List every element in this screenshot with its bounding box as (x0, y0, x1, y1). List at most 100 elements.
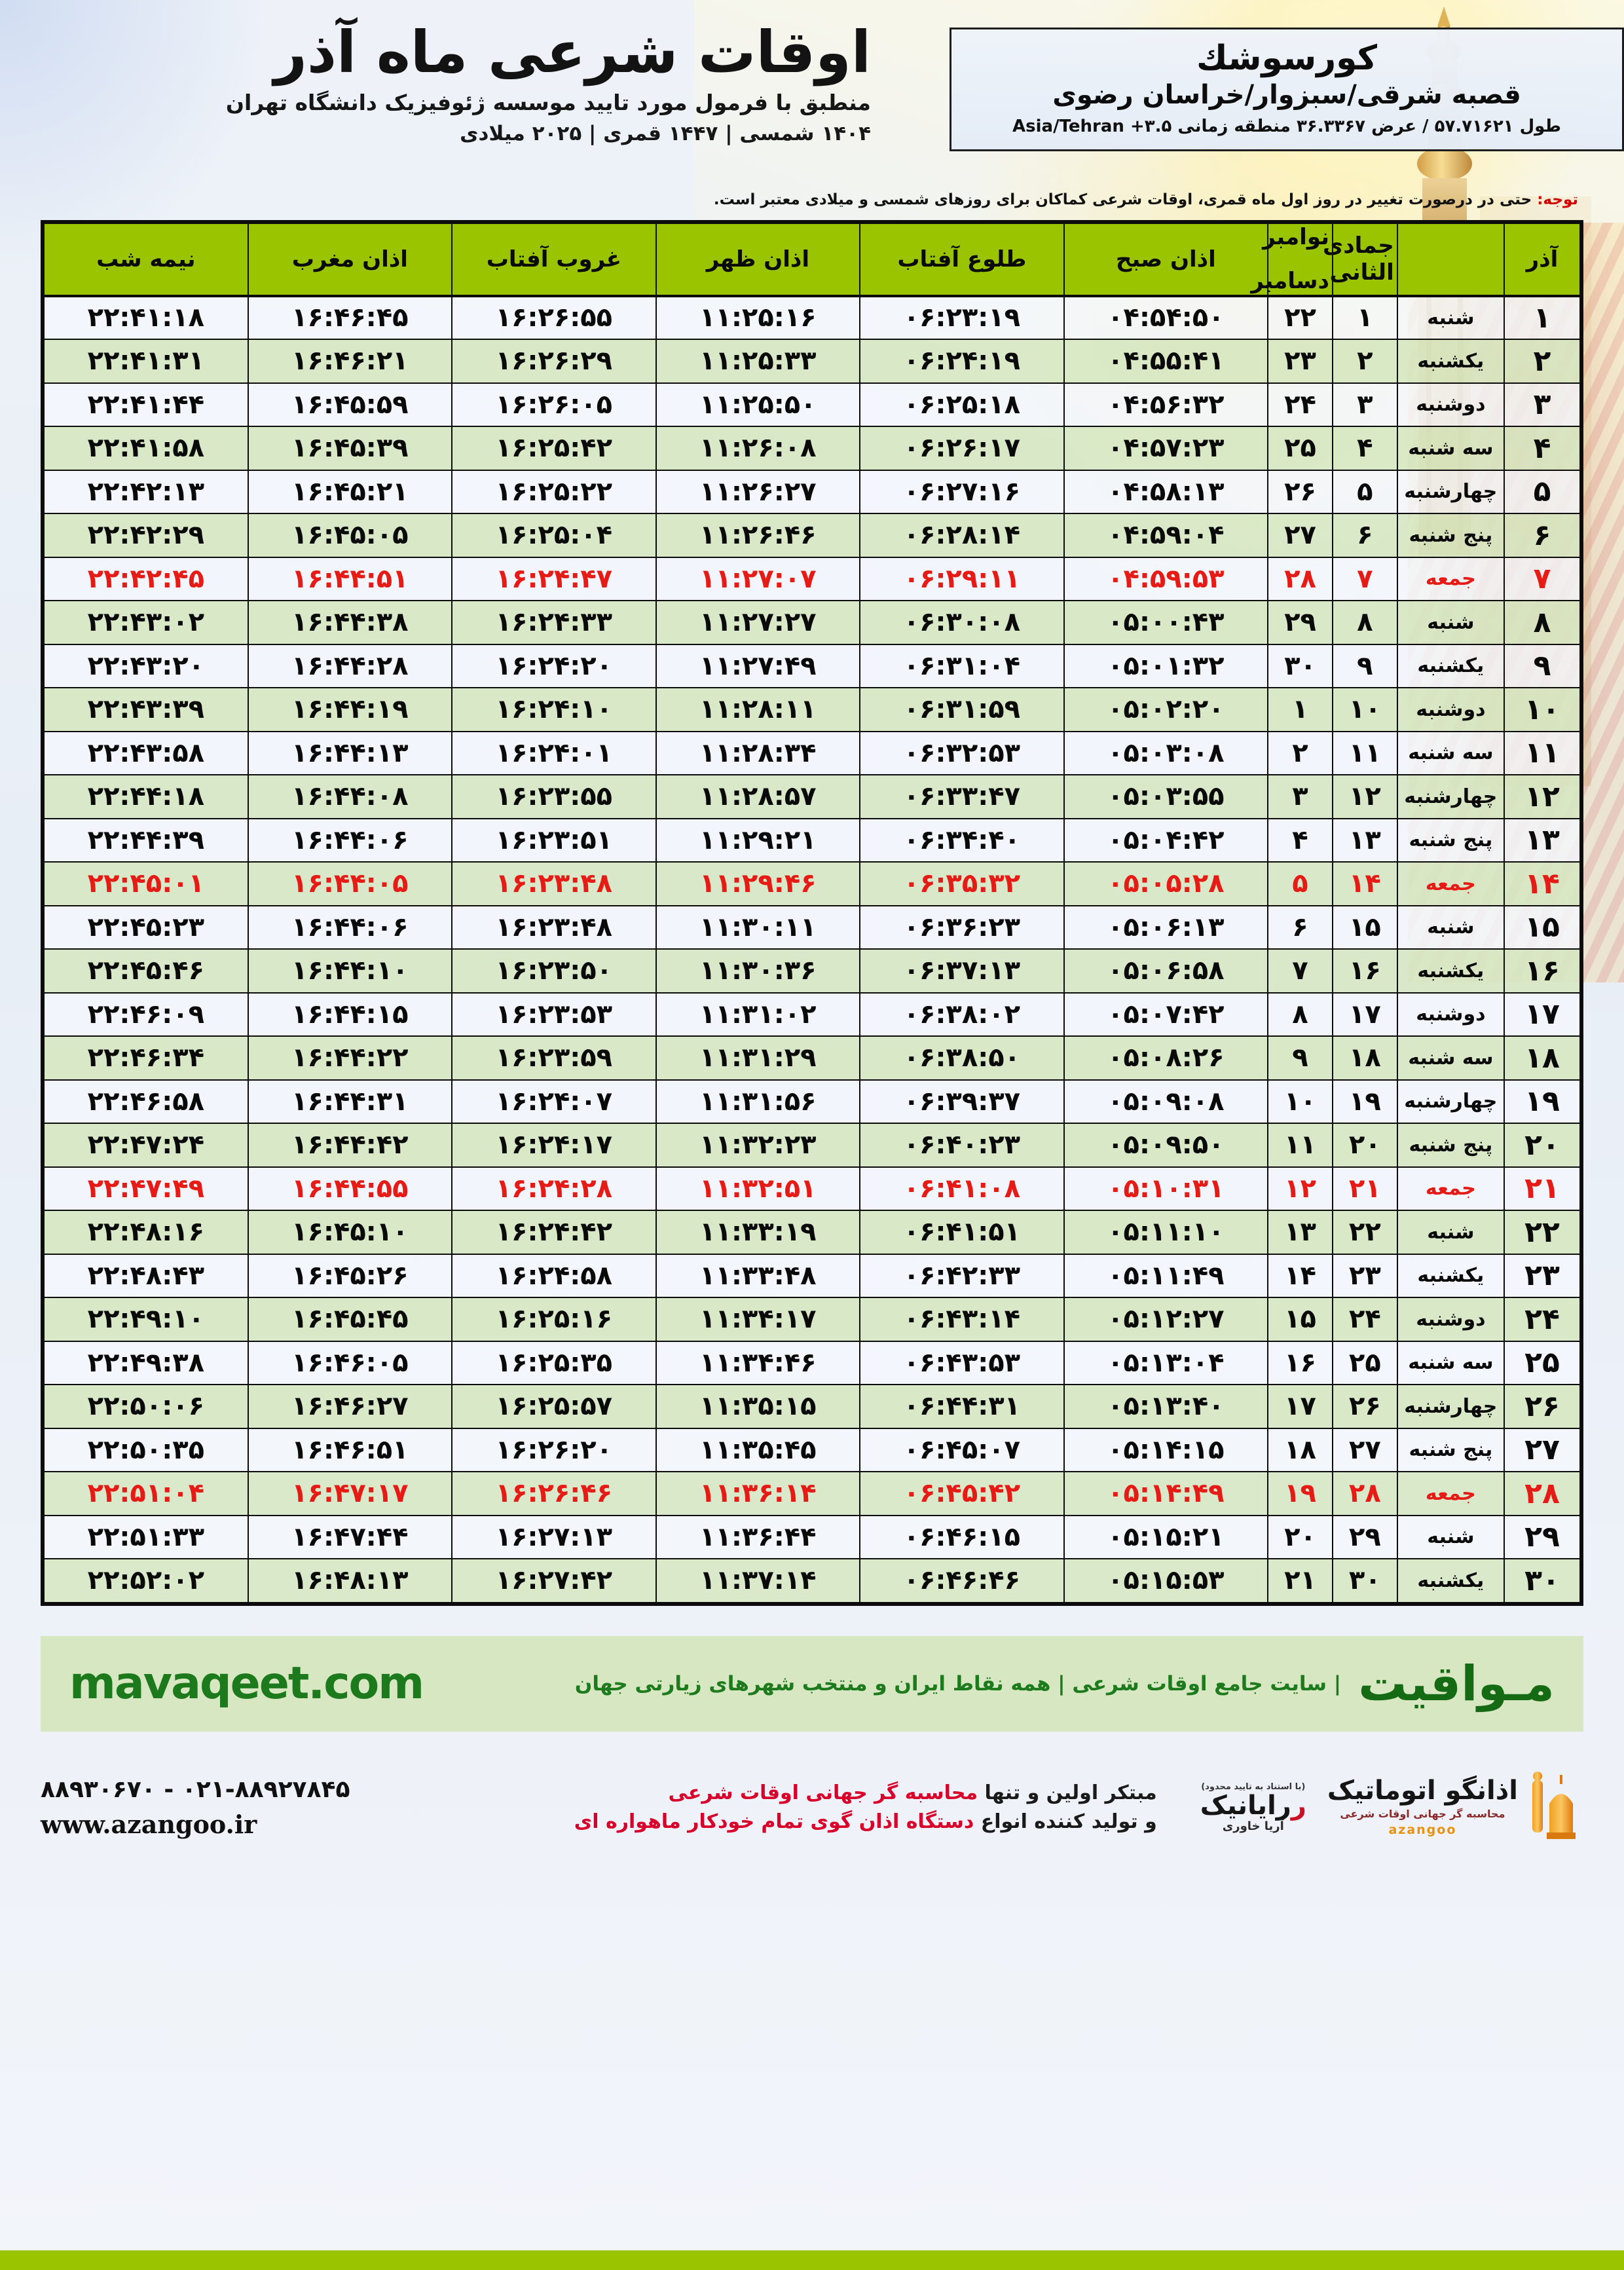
page-title: اوقات شرعی ماه آذر (274, 18, 872, 86)
promo-line-1-highlight: محاسبه گر جهانی اوقات شرعی (668, 1781, 978, 1805)
cell-dhuhr: ۱۱:۲۶:۰۸ (655, 426, 861, 471)
table-row: ۲۵ سه شنبه ۲۵ ۱۶ ۰۵:۱۳:۰۴ ۰۶:۴۳:۵۳ ۱۱:۳۴:۴۶ ۱۶:… (43, 1340, 1581, 1386)
table-row: ۱۷ دوشنبه ۱۷ ۸ ۰۵:۰۷:۴۲ ۰۶:۳۸:۰۲ ۱۱:۳۱:۰۲ ۱۶:۲۳… (43, 992, 1581, 1037)
table-row: ۸ شنبه ۸ ۲۹ ۰۵:۰۰:۴۳ ۰۶:۳۰:۰۸ ۱۱:۲۷:۲۷ ۱۶:۲۴:۳۳… (43, 600, 1581, 645)
cell-dhuhr: ۱۱:۳۲:۵۱ (655, 1166, 861, 1212)
azangoo-subtitle: محاسبه گر جهانی اوقات شرعی (1340, 1808, 1505, 1821)
mavaqeet-url[interactable]: mavaqeet.com (69, 1658, 424, 1710)
cell-greg: ۷ (1267, 948, 1333, 994)
cell-sunrise: ۰۶:۳۲:۵۳ (859, 730, 1065, 776)
table-row: ۲ یکشنبه ۲ ۲۳ ۰۴:۵۵:۴۱ ۰۶:۲۴:۱۹ ۱۱:۲۵:۳۳ ۱۶:۲۶:… (43, 339, 1581, 384)
cell-sunrise: ۰۶:۳۸:۰۲ (859, 992, 1065, 1037)
cell-sunrise: ۰۶:۳۱:۵۹ (859, 687, 1065, 732)
cell-maghrib: ۱۶:۴۵:۱۰ (247, 1210, 453, 1255)
contact-website[interactable]: www.azangoo.ir (41, 1809, 257, 1839)
cell-weekday: چهارشنبه (1396, 774, 1505, 819)
cell-fajr: ۰۵:۰۸:۲۶ (1063, 1035, 1269, 1081)
cell-sunrise: ۰۶:۴۵:۴۲ (859, 1471, 1065, 1516)
cell-sunset: ۱۶:۲۳:۵۳ (451, 992, 657, 1037)
cell-sunset: ۱۶:۲۶:۲۹ (451, 339, 657, 384)
col-header-dhuhr: اذان ظهر (655, 223, 861, 297)
cell-midnight: ۲۲:۵۰:۳۵ (43, 1427, 249, 1473)
cell-weekday: سه شنبه (1396, 426, 1505, 471)
cell-weekday: شنبه (1396, 600, 1505, 645)
cell-jalali: ۲۱ (1504, 1166, 1581, 1212)
cell-greg: ۲۷ (1267, 513, 1333, 558)
cell-maghrib: ۱۶:۴۸:۱۳ (247, 1558, 453, 1603)
poster-header: کورسوشك قصبه شرقی/سبزوار/خراسان رضوی طول… (0, 0, 1624, 196)
table-row: ۱۳ پنج شنبه ۱۳ ۴ ۰۵:۰۴:۴۲ ۰۶:۳۴:۴۰ ۱۱:۲۹:۲۱ ۱۶:… (43, 817, 1581, 863)
cell-sunset: ۱۶:۲۳:۵۰ (451, 948, 657, 994)
cell-jalali: ۲۲ (1504, 1210, 1581, 1255)
cell-greg: ۲ (1267, 730, 1333, 776)
cell-fajr: ۰۴:۵۵:۴۱ (1063, 339, 1269, 384)
cell-fajr: ۰۵:۱۰:۳۱ (1063, 1166, 1269, 1212)
cell-weekday: پنج شنبه (1396, 1123, 1505, 1168)
cell-fajr: ۰۵:۱۱:۱۰ (1063, 1210, 1269, 1255)
cell-hijri: ۲ (1331, 339, 1398, 384)
cell-jalali: ۷ (1504, 556, 1581, 602)
table-body: ۱ شنبه ۱ ۲۲ ۰۴:۵۴:۵۰ ۰۶:۲۳:۱۹ ۱۱:۲۵:۱۶ ۱۶:۲۶:۵۵… (43, 295, 1581, 1603)
cell-maghrib: ۱۶:۴۴:۳۸ (247, 600, 453, 645)
cell-greg: ۳ (1267, 774, 1333, 819)
table-row: ۳ دوشنبه ۳ ۲۴ ۰۴:۵۶:۳۲ ۰۶:۲۵:۱۸ ۱۱:۲۵:۵۰ ۱۶:۲۶:… (43, 382, 1581, 428)
cell-greg: ۱۲ (1267, 1166, 1333, 1212)
cell-jalali: ۱۶ (1504, 948, 1581, 994)
cell-maghrib: ۱۶:۴۷:۱۷ (247, 1471, 453, 1516)
cell-jalali: ۸ (1504, 600, 1581, 645)
table-row: ۱۸ سه شنبه ۱۸ ۹ ۰۵:۰۸:۲۶ ۰۶:۳۸:۵۰ ۱۱:۳۱:۲۹ ۱۶:۲… (43, 1035, 1581, 1081)
cell-dhuhr: ۱۱:۳۰:۱۱ (655, 904, 861, 950)
cell-jalali: ۲۶ (1504, 1384, 1581, 1429)
cell-dhuhr: ۱۱:۳۱:۲۹ (655, 1035, 861, 1081)
cell-weekday: جمعه (1396, 1166, 1505, 1212)
mavaqeet-logo: مـواقیت (1358, 1655, 1556, 1712)
cell-jalali: ۲۰ (1504, 1123, 1581, 1168)
cell-midnight: ۲۲:۴۱:۴۴ (43, 382, 249, 428)
cell-sunrise: ۰۶:۴۲:۳۳ (859, 1253, 1065, 1299)
cell-hijri: ۲۵ (1331, 1340, 1398, 1386)
cell-sunset: ۱۶:۲۶:۴۶ (451, 1471, 657, 1516)
location-coordinates: طول ۵۷.۷۱۶۲۱ / عرض ۳۶.۳۳۶۷ منطقه زمانی ۳… (1012, 117, 1561, 137)
cell-dhuhr: ۱۱:۳۱:۰۲ (655, 992, 861, 1037)
cell-fajr: ۰۴:۵۶:۳۲ (1063, 382, 1269, 428)
contact-block: ۰۲۱-۸۸۹۲۷۸۴۵ - ۸۸۹۳۰۶۷۰ www.azangoo.ir (41, 1776, 350, 1839)
cell-jalali: ۱۴ (1504, 861, 1581, 906)
cell-hijri: ۱ (1331, 295, 1398, 341)
cell-midnight: ۲۲:۴۲:۱۳ (43, 469, 249, 515)
cell-fajr: ۰۴:۵۹:۵۳ (1063, 556, 1269, 602)
cell-weekday: پنج شنبه (1396, 513, 1505, 558)
cell-dhuhr: ۱۱:۲۵:۱۶ (655, 295, 861, 341)
cell-greg: ۲۴ (1267, 382, 1333, 428)
cell-weekday: چهارشنبه (1396, 469, 1505, 515)
cell-sunset: ۱۶:۲۳:۵۹ (451, 1035, 657, 1081)
cell-sunrise: ۰۶:۴۴:۳۱ (859, 1384, 1065, 1429)
col-header-midnight: نیمه شب (43, 223, 249, 297)
table-row: ۵ چهارشنبه ۵ ۲۶ ۰۴:۵۸:۱۳ ۰۶:۲۷:۱۶ ۱۱:۲۶:۲۷ ۱۶:۲… (43, 469, 1581, 515)
cell-sunset: ۱۶:۲۵:۳۵ (451, 1340, 657, 1386)
cell-maghrib: ۱۶:۴۵:۰۵ (247, 513, 453, 558)
greg-month-top: نوامبر (1263, 224, 1329, 250)
greg-month-bottom: دسامبر (1251, 267, 1329, 294)
cell-dhuhr: ۱۱:۳۳:۴۸ (655, 1253, 861, 1299)
cell-sunrise: ۰۶:۴۵:۰۷ (859, 1427, 1065, 1473)
cell-midnight: ۲۲:۴۸:۱۶ (43, 1210, 249, 1255)
cell-hijri: ۹ (1331, 643, 1398, 689)
cell-sunset: ۱۶:۲۴:۰۷ (451, 1079, 657, 1125)
cell-weekday: چهارشنبه (1396, 1384, 1505, 1429)
cell-greg: ۳۰ (1267, 643, 1333, 689)
cell-hijri: ۱۶ (1331, 948, 1398, 994)
cell-greg: ۶ (1267, 904, 1333, 950)
table-row: ۴ سه شنبه ۴ ۲۵ ۰۴:۵۷:۲۳ ۰۶:۲۶:۱۷ ۱۱:۲۶:۰۸ ۱۶:۲۵… (43, 426, 1581, 471)
cell-greg: ۱۰ (1267, 1079, 1333, 1125)
cell-dhuhr: ۱۱:۲۶:۲۷ (655, 469, 861, 515)
cell-midnight: ۲۲:۴۳:۲۰ (43, 643, 249, 689)
title-block: اوقات شرعی ماه آذر منطبق با فرمول مورد ت… (0, 0, 917, 145)
cell-jalali: ۲۵ (1504, 1340, 1581, 1386)
cell-weekday: یکشنبه (1396, 1558, 1505, 1603)
calendar-years: ۱۴۰۴ شمسی | ۱۴۴۷ قمری | ۲۰۲۵ میلادی (460, 121, 871, 145)
cell-hijri: ۲۰ (1331, 1123, 1398, 1168)
cell-midnight: ۲۲:۵۰:۰۶ (43, 1384, 249, 1429)
table-row: ۲۹ شنبه ۲۹ ۲۰ ۰۵:۱۵:۲۱ ۰۶:۴۶:۱۵ ۱۱:۳۶:۴۴ ۱۶:۲۷:… (43, 1514, 1581, 1560)
cell-sunrise: ۰۶:۴۶:۴۶ (859, 1558, 1065, 1603)
